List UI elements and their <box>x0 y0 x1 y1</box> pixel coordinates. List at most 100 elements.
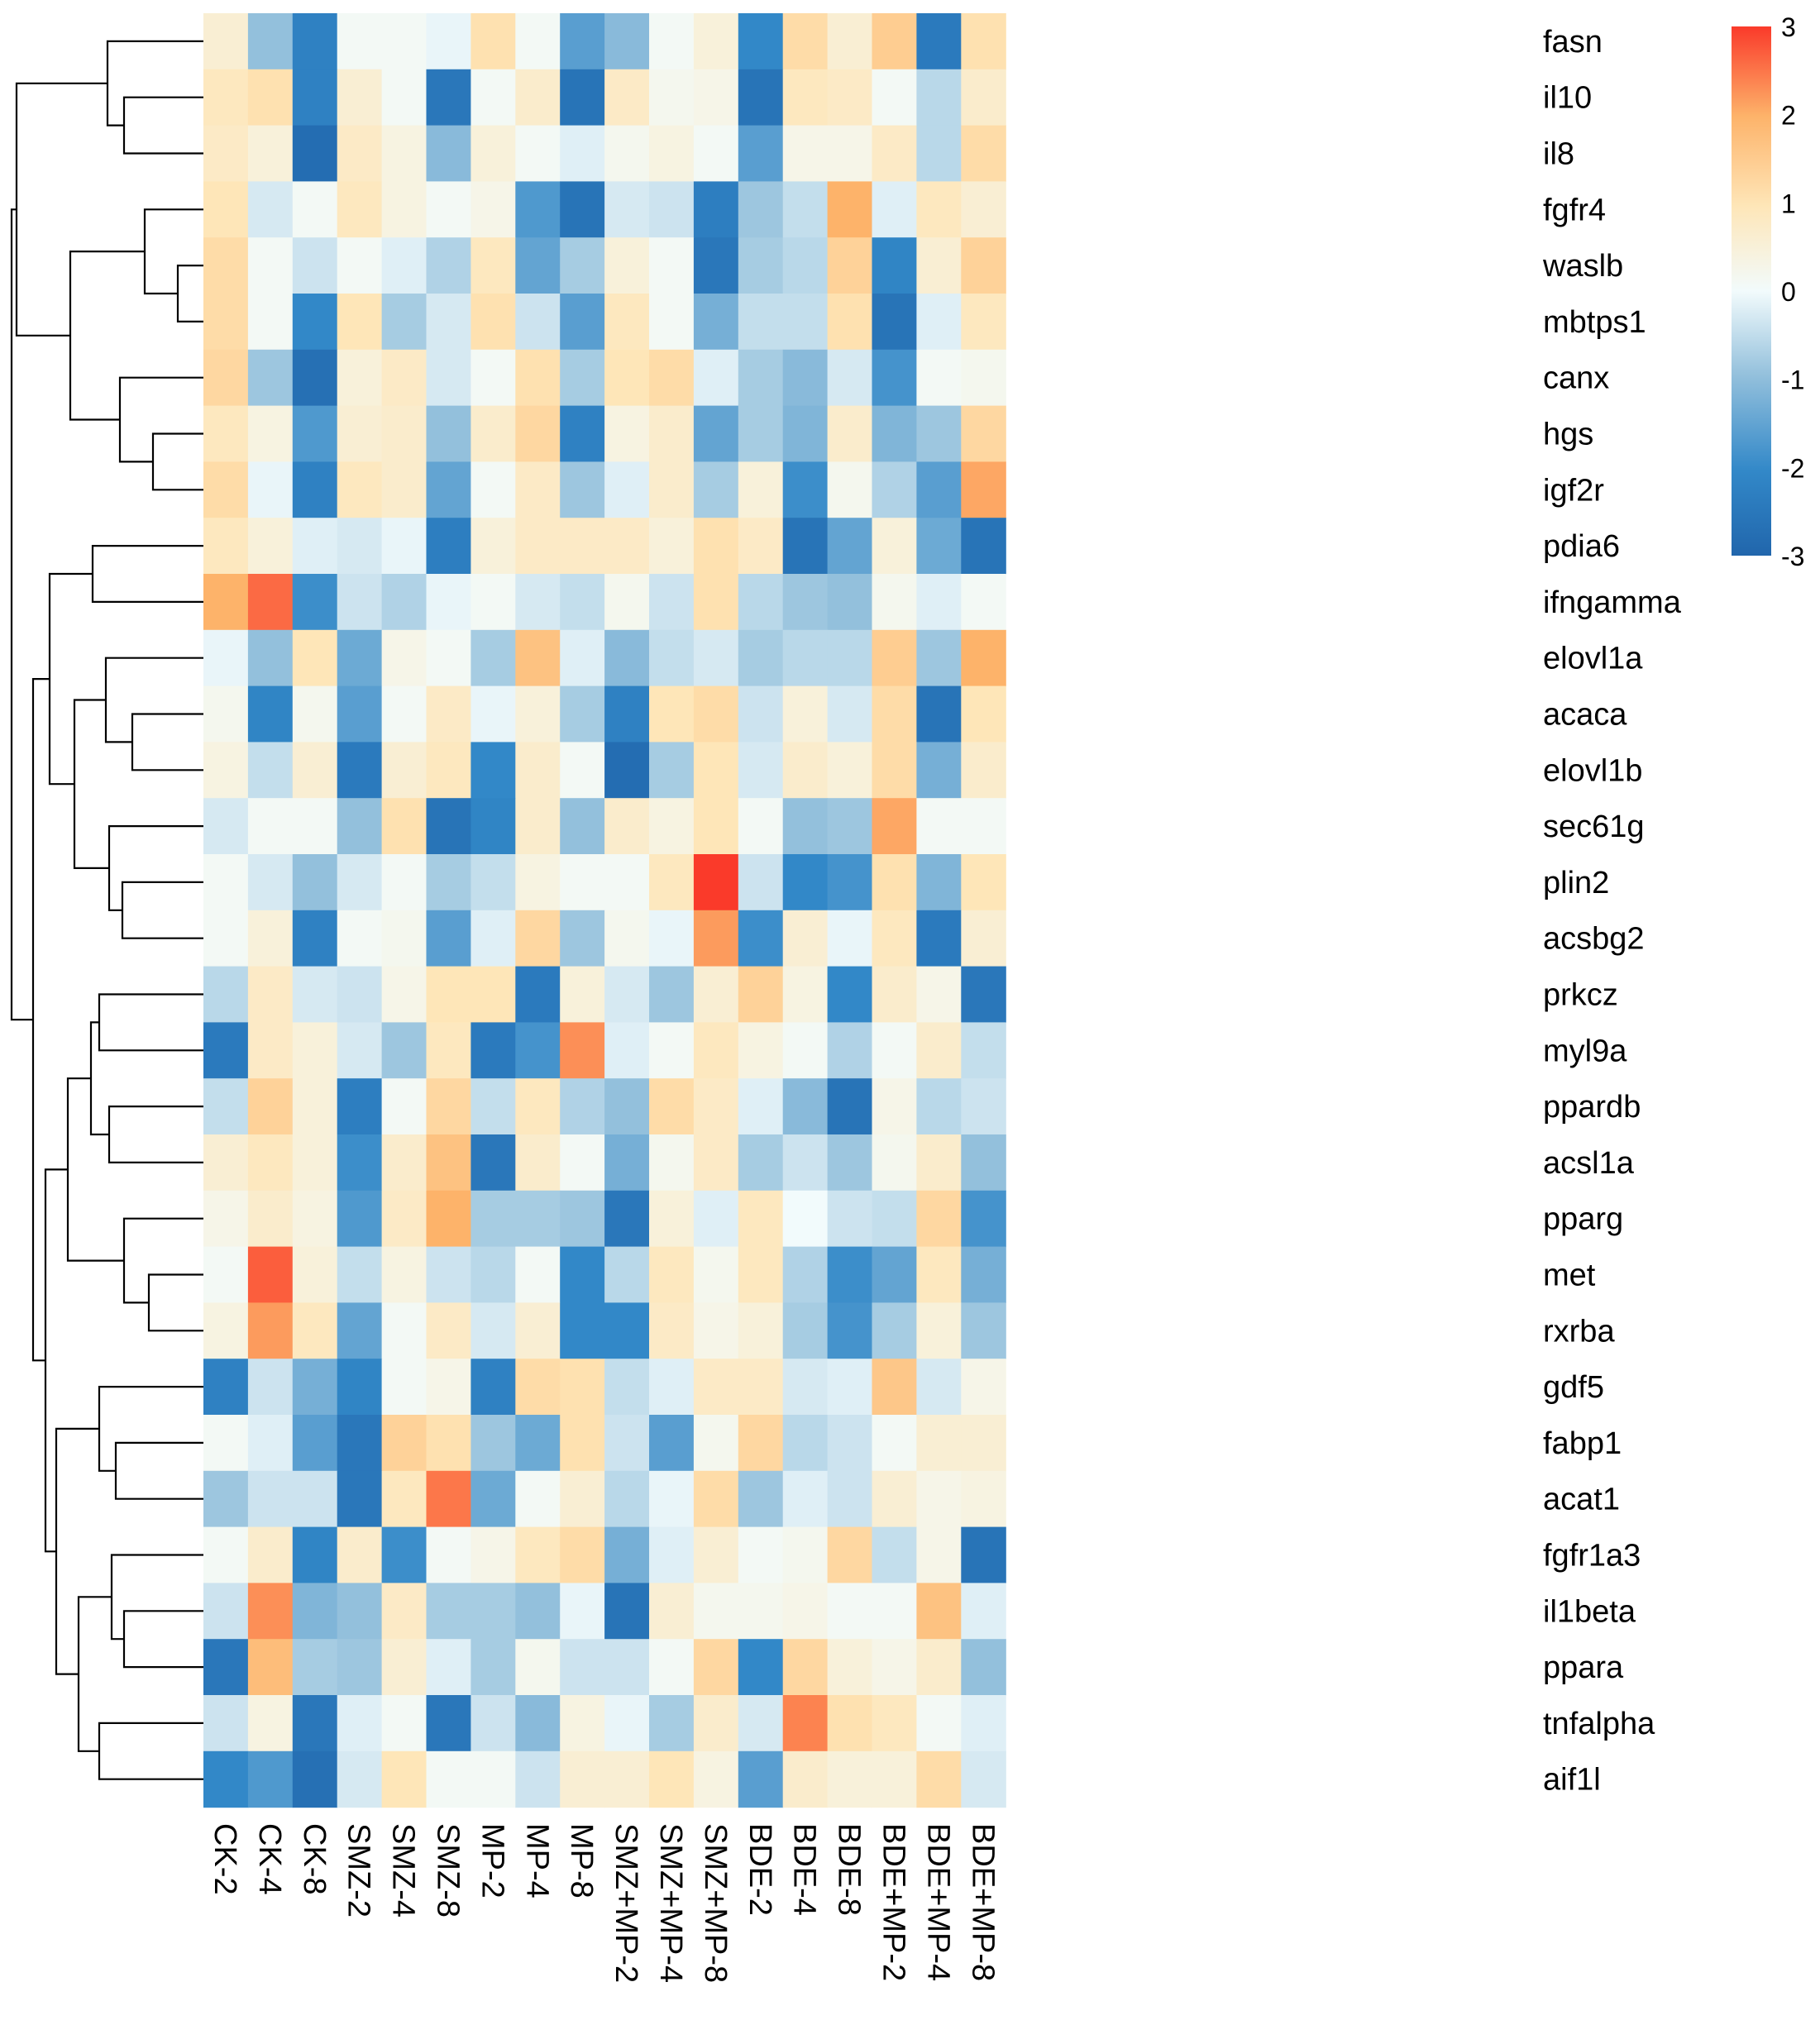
heatmap-cell <box>738 854 784 911</box>
heatmap-cell <box>515 1526 561 1583</box>
heatmap-cell <box>649 1470 695 1528</box>
heatmap-cell <box>292 854 338 911</box>
heatmap-cell <box>515 798 561 855</box>
heatmap-cell <box>203 1359 249 1416</box>
heatmap-cell <box>782 910 829 967</box>
heatmap-cell <box>782 1134 829 1192</box>
heatmap-cell <box>203 13 249 70</box>
heatmap-cell <box>782 181 829 238</box>
heatmap-cell <box>693 1526 739 1583</box>
heatmap-cell <box>693 854 739 911</box>
row-label: rxrba <box>1543 1314 1615 1349</box>
dendrogram-branch <box>151 432 203 491</box>
heatmap-cell <box>604 294 650 351</box>
heatmap-cell <box>916 294 962 351</box>
heatmap-cell <box>827 1415 873 1472</box>
dendrogram-branch <box>98 993 203 1052</box>
heatmap-cell <box>337 1302 383 1359</box>
heatmap-cell <box>292 798 338 855</box>
heatmap-cell <box>515 181 561 238</box>
heatmap-cell <box>292 294 338 351</box>
heatmap-cell <box>292 405 338 462</box>
heatmap-cell <box>961 181 1006 238</box>
heatmap-cell <box>916 574 962 631</box>
heatmap-cell <box>827 518 873 575</box>
dendrogram-branch <box>176 265 203 322</box>
heatmap-cell <box>203 574 249 631</box>
row-label: mbtps1 <box>1543 305 1646 340</box>
heatmap-cell <box>872 1639 917 1696</box>
heatmap-cell <box>337 125 383 182</box>
heatmap-cell <box>292 1022 338 1079</box>
heatmap-cell <box>381 349 428 407</box>
heatmap-cell <box>515 1470 561 1528</box>
heatmap-cell <box>827 854 873 911</box>
heatmap-cell <box>203 1190 249 1248</box>
heatmap-cell <box>337 1022 383 1079</box>
heatmap-cell <box>872 294 917 351</box>
row-label: acat1 <box>1543 1483 1620 1517</box>
heatmap-cell <box>337 405 383 462</box>
dendrogram-branch <box>10 208 33 1021</box>
row-label: tnfalpha <box>1543 1707 1655 1741</box>
heatmap-cell <box>471 1695 516 1752</box>
row-label: myl9a <box>1543 1034 1627 1068</box>
heatmap-cell <box>471 69 516 127</box>
heatmap-cell <box>471 1415 516 1472</box>
dendrogram-branch <box>107 1106 203 1163</box>
row-label: igf2r <box>1543 473 1604 508</box>
heatmap-cell <box>247 461 294 518</box>
heatmap-cell <box>649 1246 695 1303</box>
heatmap-cell <box>426 13 471 70</box>
heatmap-cell <box>782 237 829 294</box>
heatmap-cell <box>604 1526 650 1583</box>
heatmap-cell <box>827 1639 873 1696</box>
heatmap-cell <box>872 1415 917 1472</box>
heatmap-cell <box>827 1190 873 1248</box>
heatmap-cell <box>337 798 383 855</box>
heatmap-cell <box>649 1134 695 1192</box>
heatmap-cell <box>782 1583 829 1640</box>
heatmap-cell <box>649 1022 695 1079</box>
heatmap-cell <box>203 461 249 518</box>
heatmap-cell <box>426 405 471 462</box>
heatmap-cell <box>337 629 383 687</box>
heatmap-cell <box>693 798 739 855</box>
row-label: acaca <box>1543 698 1627 733</box>
heatmap-cell <box>203 237 249 294</box>
heatmap-cell <box>782 1359 829 1416</box>
dendrogram-branch <box>98 1722 203 1780</box>
heatmap-cell <box>515 349 561 407</box>
heatmap-cell <box>471 125 516 182</box>
heatmap-cell <box>916 518 962 575</box>
heatmap-cell <box>515 13 561 70</box>
heatmap-cell <box>471 13 516 70</box>
heatmap-cell <box>872 966 917 1023</box>
heatmap-cell <box>292 1526 338 1583</box>
heatmap-cell <box>649 461 695 518</box>
heatmap-cell <box>916 1134 962 1192</box>
heatmap-cell <box>203 1695 249 1752</box>
heatmap-cell <box>738 1190 784 1248</box>
heatmap-cell <box>782 1639 829 1696</box>
heatmap-cell <box>292 1190 338 1248</box>
heatmap-cell <box>381 1639 428 1696</box>
heatmap-cell <box>738 237 784 294</box>
heatmap-cell <box>604 966 650 1023</box>
heatmap-cell <box>649 1526 695 1583</box>
heatmap-cell <box>203 1246 249 1303</box>
heatmap-cell <box>560 574 605 631</box>
heatmap-cell <box>604 1415 650 1472</box>
heatmap-cell <box>426 1302 471 1359</box>
heatmap-cell <box>247 69 294 127</box>
heatmap-cell <box>649 1078 695 1135</box>
heatmap-cell <box>426 1695 471 1752</box>
heatmap-cell <box>292 685 338 743</box>
heatmap-cell <box>471 854 516 911</box>
heatmap-cell <box>381 1526 428 1583</box>
heatmap-cell <box>961 461 1006 518</box>
heatmap-cell <box>604 1583 650 1640</box>
heatmap-cell <box>961 13 1006 70</box>
heatmap-cell <box>292 910 338 967</box>
heatmap-cell <box>961 1695 1006 1752</box>
